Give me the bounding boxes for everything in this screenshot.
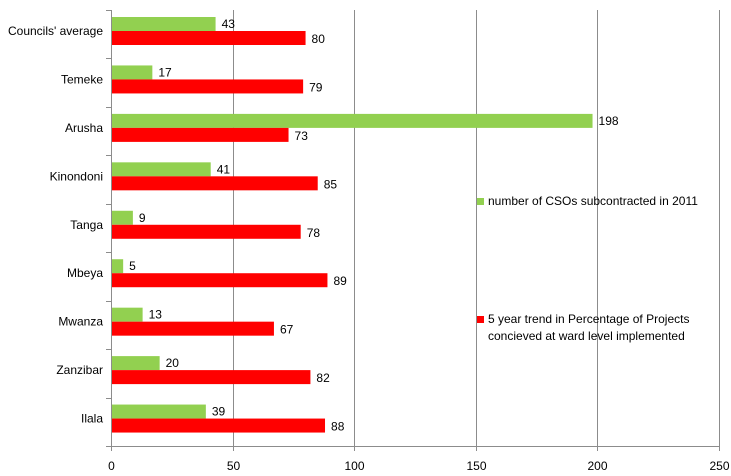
bar-cso-1 xyxy=(111,65,153,80)
bar-cso-7 xyxy=(111,356,160,371)
bar-projects-3 xyxy=(111,176,318,191)
legend-swatch-red xyxy=(477,316,484,324)
data-label-cso-2: 198 xyxy=(599,114,619,128)
data-label-projects-3: 85 xyxy=(324,177,338,191)
data-label-cso-3: 41 xyxy=(217,162,231,176)
category-label-2: Arusha xyxy=(65,121,103,135)
data-label-cso-0: 43 xyxy=(222,17,236,31)
category-label-1: Temeke xyxy=(61,72,103,86)
data-label-projects-7: 82 xyxy=(316,371,330,385)
bar-cso-4 xyxy=(111,210,133,225)
category-label-0: Councils' average xyxy=(8,24,103,38)
bar-projects-0 xyxy=(111,31,306,45)
bar-projects-6 xyxy=(111,321,274,336)
data-label-projects-0: 80 xyxy=(312,32,326,46)
category-label-8: Ilala xyxy=(81,412,103,426)
x-tick-label-50: 50 xyxy=(227,459,241,473)
legend-item-cso: number of CSOs subcontracted in 2011 xyxy=(477,193,698,210)
category-label-3: Kinondoni xyxy=(50,169,103,183)
data-label-cso-7: 20 xyxy=(166,356,180,370)
data-label-projects-4: 78 xyxy=(307,226,321,240)
x-tick-label-100: 100 xyxy=(344,459,364,473)
bar-projects-8 xyxy=(111,418,326,433)
data-label-cso-6: 13 xyxy=(149,308,163,322)
data-label-projects-2: 73 xyxy=(295,129,309,143)
bar-cso-0 xyxy=(111,17,216,31)
x-tick-label-150: 150 xyxy=(466,459,486,473)
bar-cso-2 xyxy=(111,113,593,128)
bar-cso-3 xyxy=(111,162,211,177)
category-label-5: Mbeya xyxy=(67,266,103,280)
legend-label-projects-line2: concieved at ward level implemented xyxy=(488,329,685,343)
bar-cso-6 xyxy=(111,307,143,322)
legend-label-projects-line1: 5 year trend in Percentage of Projects xyxy=(488,312,690,326)
x-tick-label-0: 0 xyxy=(108,459,115,473)
bar-projects-5 xyxy=(111,273,328,288)
data-label-projects-1: 79 xyxy=(309,80,323,94)
data-label-projects-6: 67 xyxy=(280,323,294,337)
bar-cso-8 xyxy=(111,404,206,419)
category-label-4: Tanga xyxy=(70,218,103,232)
bar-cso-5 xyxy=(111,259,124,274)
bar-projects-7 xyxy=(111,370,311,385)
bar-projects-4 xyxy=(111,224,301,239)
legend-item-projects: 5 year trend in Percentage of Projects c… xyxy=(477,311,689,345)
data-label-cso-1: 17 xyxy=(158,65,172,79)
data-label-projects-5: 89 xyxy=(333,274,347,288)
data-label-cso-8: 39 xyxy=(212,405,226,419)
data-label-cso-5: 5 xyxy=(129,259,136,273)
bar-projects-1 xyxy=(111,79,304,94)
data-label-projects-8: 88 xyxy=(331,420,345,434)
x-tick-label-250: 250 xyxy=(709,459,729,473)
legend-swatch-green xyxy=(477,198,484,206)
category-label-7: Zanzibar xyxy=(56,363,103,377)
bar-projects-2 xyxy=(111,127,289,142)
category-label-6: Mwanza xyxy=(58,315,103,329)
legend-label-cso: number of CSOs subcontracted in 2011 xyxy=(488,194,698,208)
x-tick-label-200: 200 xyxy=(587,459,607,473)
data-label-cso-4: 9 xyxy=(139,211,146,225)
